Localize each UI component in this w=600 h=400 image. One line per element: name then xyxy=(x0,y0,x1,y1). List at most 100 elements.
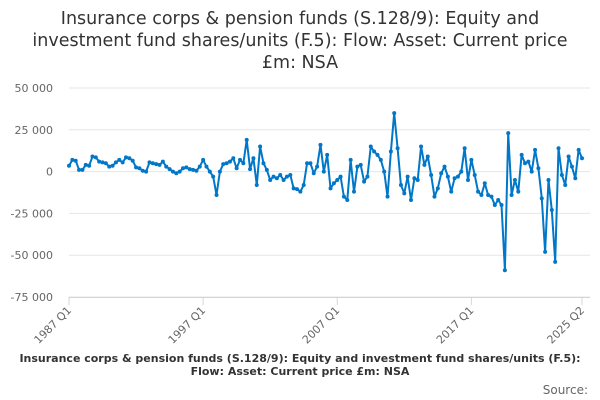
data-point xyxy=(479,193,484,198)
legend-series-label[interactable]: Insurance corps & pension funds (S.128/9… xyxy=(19,352,581,378)
data-point xyxy=(130,158,135,163)
data-point xyxy=(120,160,125,165)
data-point xyxy=(160,159,165,164)
data-point xyxy=(113,160,118,165)
data-point xyxy=(124,155,128,160)
data-point xyxy=(204,164,209,169)
data-point xyxy=(221,162,226,167)
data-point xyxy=(264,167,269,172)
data-point xyxy=(365,174,370,179)
data-point xyxy=(452,176,457,181)
data-point xyxy=(553,259,558,264)
data-point xyxy=(298,189,303,194)
data-point xyxy=(358,162,363,167)
data-point xyxy=(144,169,149,174)
series-line xyxy=(68,112,583,272)
data-point xyxy=(291,186,296,191)
data-point xyxy=(295,187,299,192)
data-point xyxy=(184,165,189,170)
data-point xyxy=(509,193,514,198)
data-point xyxy=(385,194,390,199)
data-point xyxy=(455,174,460,179)
data-point xyxy=(261,161,266,166)
data-point xyxy=(117,157,122,162)
data-point xyxy=(556,146,561,151)
source-label: Source: xyxy=(542,383,588,397)
data-point xyxy=(238,157,242,162)
data-point xyxy=(402,191,407,196)
data-point xyxy=(127,156,132,161)
data-point xyxy=(325,152,330,157)
data-point xyxy=(341,194,346,199)
data-point xyxy=(512,177,517,182)
data-point xyxy=(489,194,494,199)
data-point xyxy=(355,164,360,169)
data-point xyxy=(278,172,283,177)
data-point xyxy=(301,182,306,187)
data-point xyxy=(459,169,464,174)
data-point xyxy=(103,161,108,166)
data-point xyxy=(311,171,316,176)
data-point xyxy=(529,169,534,174)
data-point xyxy=(107,164,112,169)
data-point xyxy=(462,146,467,151)
data-point xyxy=(194,168,199,173)
x-tick-label: 2025 Q2 xyxy=(545,304,588,347)
data-point xyxy=(100,160,105,165)
data-point xyxy=(429,172,434,177)
data-point xyxy=(67,163,71,168)
data-point xyxy=(201,157,206,162)
data-point xyxy=(231,156,236,161)
data-point xyxy=(539,196,544,201)
data-point xyxy=(328,186,333,191)
data-point xyxy=(502,268,507,273)
data-point xyxy=(137,166,142,171)
data-point xyxy=(93,155,98,160)
data-point xyxy=(167,167,172,172)
data-point xyxy=(412,176,417,181)
data-point xyxy=(170,169,175,174)
data-point xyxy=(87,163,92,168)
data-point xyxy=(214,193,219,198)
data-point xyxy=(197,164,202,169)
data-point xyxy=(425,154,430,159)
data-point xyxy=(398,182,403,187)
data-point xyxy=(80,167,85,172)
data-point xyxy=(415,177,420,182)
data-point xyxy=(207,169,212,174)
data-point xyxy=(258,144,263,149)
data-point xyxy=(549,208,554,213)
chart-title: Insurance corps & pension funds (S.128/9… xyxy=(32,9,568,73)
y-tick-label: -25 000 xyxy=(11,207,53,220)
data-point xyxy=(284,174,289,179)
data-point xyxy=(77,167,82,172)
data-point xyxy=(496,198,501,203)
data-point xyxy=(150,161,155,166)
data-point xyxy=(268,177,273,182)
data-point xyxy=(321,169,326,174)
data-point xyxy=(271,174,276,179)
data-point xyxy=(580,156,584,161)
data-point xyxy=(482,181,487,186)
data-point xyxy=(308,161,313,166)
data-point xyxy=(315,164,320,169)
data-point xyxy=(546,177,551,182)
y-tick-label: 0 xyxy=(46,166,53,179)
data-point xyxy=(445,174,450,179)
data-point xyxy=(227,159,232,164)
data-point xyxy=(140,168,145,173)
data-point xyxy=(70,157,75,162)
y-tick-label: 25 000 xyxy=(15,124,54,137)
data-point xyxy=(134,165,139,170)
data-point xyxy=(368,144,373,149)
data-point xyxy=(234,166,239,171)
data-point xyxy=(288,172,293,177)
data-point xyxy=(422,162,427,167)
data-point xyxy=(395,146,400,151)
y-tick-label: -75 000 xyxy=(11,291,53,304)
data-point xyxy=(516,189,521,194)
data-point xyxy=(97,159,102,164)
data-point xyxy=(90,154,95,159)
x-tick-label: 2017 Q1 xyxy=(434,304,477,347)
data-point xyxy=(526,159,531,164)
